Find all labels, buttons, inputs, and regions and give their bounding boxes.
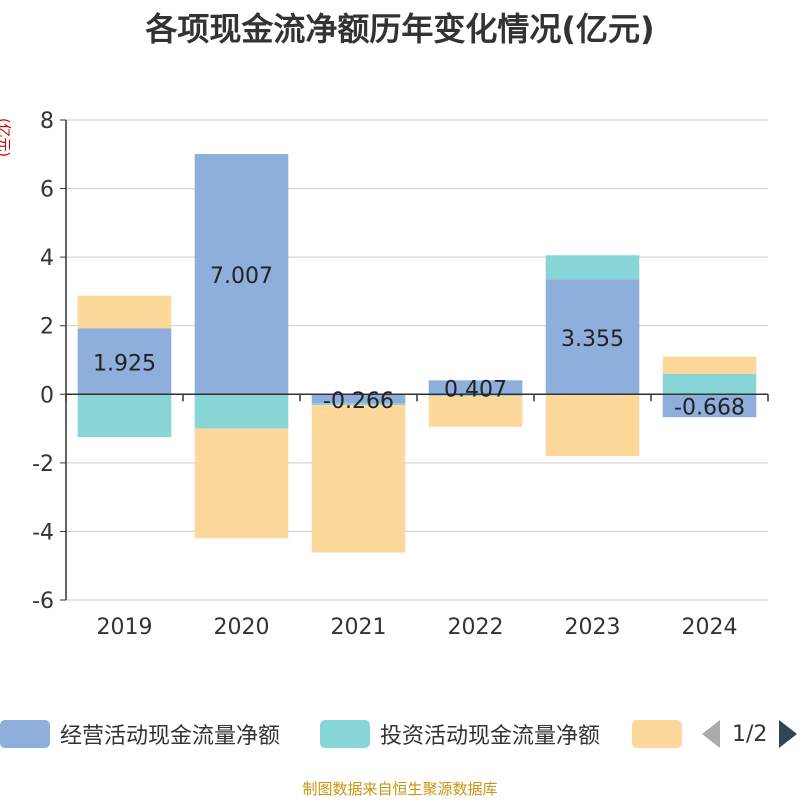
y-tick-label: -2	[32, 452, 54, 477]
x-tick-label: 2024	[682, 615, 738, 640]
y-tick-label: 0	[40, 383, 54, 408]
legend-label-investing: 投资活动现金流量净额	[380, 724, 601, 749]
data-label-2022: 0.407	[444, 377, 507, 402]
bar-2024-series-1	[662, 373, 757, 395]
y-tick-label: 8	[40, 109, 54, 134]
bar-2019-series-0	[77, 328, 172, 395]
chart-title: 各项现金流净额历年变化情况(亿元)	[145, 10, 655, 48]
bar-2019-series-2	[77, 295, 172, 329]
legend-swatch-financing	[632, 720, 682, 748]
y-tick-label: 2	[40, 315, 54, 340]
bar-2020-series-0	[194, 154, 289, 395]
bars	[77, 154, 757, 553]
y-tick-label: -6	[32, 589, 54, 614]
y-tick-label: -4	[32, 520, 54, 545]
legend-label-operating: 经营活动现金流量净额	[60, 724, 281, 749]
bar-2022-series-2	[428, 396, 523, 427]
legend-pager: 1/2	[702, 716, 798, 752]
data-label-2020: 7.007	[210, 264, 273, 289]
legend-item-investing[interactable]: 投资活动现金流量净额	[320, 716, 600, 752]
legend-swatch-operating	[0, 720, 50, 748]
x-tick-label: 2021	[331, 615, 387, 640]
legend-item-financing[interactable]	[632, 716, 692, 752]
bar-2021-series-1	[311, 403, 406, 406]
bar-2023-series-1	[545, 255, 640, 280]
legend-page-number: 1/2	[732, 721, 768, 747]
bar-2024-series-0	[662, 394, 757, 418]
bar-2021-series-2	[311, 405, 406, 553]
bar-2023-series-2	[545, 394, 640, 456]
data-label-2023: 3.355	[561, 327, 624, 352]
data-label-2024: -0.668	[674, 396, 745, 421]
previous-page-icon[interactable]	[702, 720, 720, 748]
bar-2021-series-0	[311, 394, 406, 404]
bar-2019-series-1	[77, 394, 172, 438]
y-tick-label: 4	[40, 246, 54, 271]
bar-2020-series-2	[194, 428, 289, 539]
bar-2022-series-1	[428, 394, 523, 396]
next-page-icon[interactable]	[779, 720, 798, 748]
legend-item-operating[interactable]: 经营活动现金流量净额	[0, 716, 280, 752]
x-tick-label: 2023	[565, 615, 621, 640]
bar-2024-series-2	[662, 356, 757, 374]
chart-canvas: -6 -4 -2 0 2 4 6 8 2019 2020 2021 2022 2023 2024 1.92…	[32, 109, 769, 640]
x-tick-label: 2020	[214, 615, 270, 640]
axes: -6 -4 -2 0 2 4 6 8 2019 2020 2021 2022 2023 2024	[32, 109, 769, 640]
legend: 经营活动现金流量净额 投资活动现金流量净额 1/2	[0, 716, 800, 752]
data-labels: 1.925 7.007 -0.266 0.407 3.355 -0.668	[93, 264, 745, 421]
bar-2020-series-1	[194, 394, 289, 429]
bar-2023-series-0	[545, 279, 640, 395]
legend-swatch-investing	[320, 720, 370, 748]
x-tick-label: 2022	[448, 615, 504, 640]
data-label-2019: 1.925	[93, 351, 156, 376]
bar-2022-series-0	[428, 380, 523, 395]
x-tick-label: 2019	[97, 615, 153, 640]
y-tick-label: 6	[40, 178, 54, 203]
data-label-2021: -0.266	[323, 389, 394, 414]
data-source-note: 制图数据来自恒生聚源数据库	[302, 780, 498, 798]
